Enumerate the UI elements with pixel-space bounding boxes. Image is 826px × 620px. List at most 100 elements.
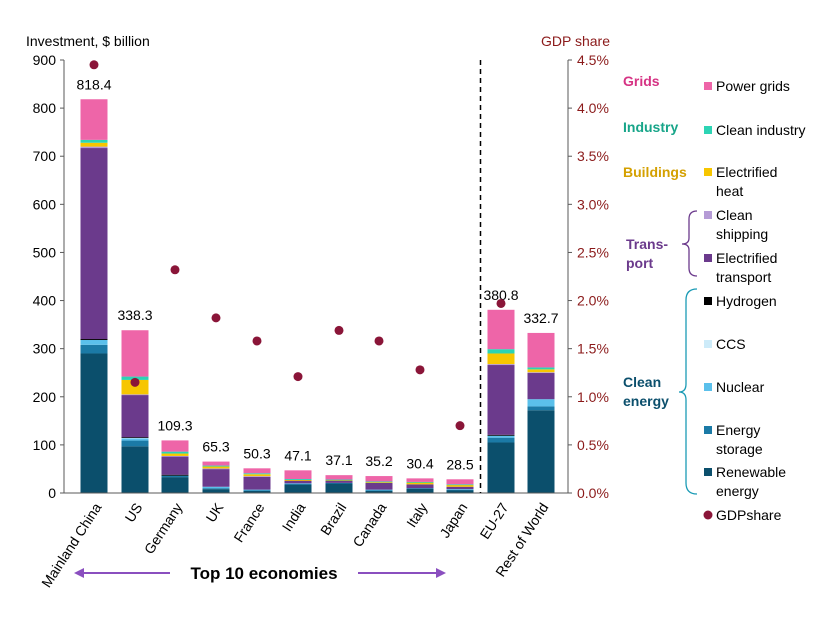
bar-segment-clean-industry: [487, 349, 515, 354]
bar-segment-nuclear: [80, 340, 108, 345]
bar-segment-electrified-heat: [202, 466, 230, 469]
y2-tick-label: 4.0%: [577, 100, 609, 116]
bar-segment-energy-storage: [161, 475, 189, 478]
legend-swatch-renewable-energy: [704, 468, 712, 476]
bar-segment-power-grids: [365, 476, 393, 482]
bar-segment-energy-storage: [325, 482, 353, 484]
bar-segment-electrified-transport: [202, 468, 230, 487]
bar-segment-clean-shipping: [121, 394, 149, 396]
bar-segment-ccs: [121, 437, 149, 439]
legend-group-label: Industry: [623, 119, 678, 135]
gdp-share-point: [170, 265, 180, 275]
legend-swatch-energy-storage: [704, 426, 712, 434]
y2-tick-label: 4.5%: [577, 52, 609, 68]
y-tick-label: 500: [33, 244, 57, 260]
gdp-share-point: [89, 60, 99, 70]
x-category-label: Canada: [349, 500, 389, 550]
bar-segment-nuclear: [243, 489, 271, 491]
bar-segment-renewable-energy: [80, 353, 108, 493]
y2-tick-label: 2.5%: [577, 244, 609, 260]
legend-label: Clean shipping: [716, 207, 768, 242]
y-tick-label: 300: [33, 341, 57, 357]
legend-group-label: Grids: [623, 73, 660, 89]
y-tick-label: 0: [48, 485, 56, 501]
bar-segment-energy-storage: [406, 488, 434, 489]
bar-segment-power-grids: [325, 475, 353, 480]
bar-total-label: 65.3: [202, 439, 229, 455]
bar-segment-nuclear: [446, 489, 474, 490]
legend-gdp-marker: [703, 510, 713, 520]
bar-total-label: 338.3: [117, 307, 152, 323]
gdp-share-point: [211, 313, 221, 323]
bar-segment-clean-industry: [161, 451, 189, 454]
legend-group-label: Clean energy: [623, 374, 669, 409]
x-category-label: Japan: [436, 500, 470, 541]
x-category-label: Mainland China: [38, 500, 105, 590]
bar-segment-energy-storage: [487, 437, 515, 443]
y2-axis-title: GDP share: [541, 33, 610, 49]
gdp-share-point: [415, 365, 425, 375]
bar-segment-renewable-energy: [121, 446, 149, 493]
legend-label: Hydrogen: [716, 293, 777, 309]
bar-segment-power-grids: [121, 330, 149, 377]
bar-segment-electrified-heat: [325, 480, 353, 481]
bar-segment-nuclear: [284, 483, 312, 485]
bar-total-label: 332.7: [523, 310, 558, 326]
x-category-label: France: [230, 500, 267, 545]
bar-segment-clean-industry: [527, 367, 555, 370]
bar-segment-electrified-transport: [487, 365, 515, 435]
bar-segment-power-grids: [446, 479, 474, 485]
bar-segment-nuclear: [527, 399, 555, 407]
bar-segment-electrified-heat: [446, 484, 474, 487]
y2-tick-label: 0.5%: [577, 437, 609, 453]
bar-total-label: 28.5: [446, 456, 473, 472]
legend-label: Electrified transport: [716, 250, 777, 285]
top10-annotation: Top 10 economies: [190, 564, 337, 583]
legend-label: Nuclear: [716, 379, 765, 395]
bar-segment-electrified-transport: [527, 372, 555, 400]
gdp-share-point: [374, 336, 384, 346]
bar-segment-energy-storage: [284, 483, 312, 485]
y-tick-label: 200: [33, 389, 57, 405]
bar-segment-hydrogen: [80, 339, 108, 341]
bar-segment-electrified-transport: [406, 484, 434, 489]
bar-segment-clean-industry: [243, 473, 271, 475]
bar-segment-power-grids: [161, 440, 189, 452]
arrow-right-icon: [436, 568, 446, 578]
bar-segment-electrified-heat: [121, 379, 149, 395]
bar-segment-nuclear: [487, 435, 515, 438]
y-tick-label: 700: [33, 148, 57, 164]
bar-segment-renewable-energy: [527, 410, 555, 493]
y2-tick-label: 1.0%: [577, 389, 609, 405]
legend-label: GDPshare: [716, 507, 782, 523]
bar-segment-clean-shipping: [80, 146, 108, 149]
gdp-share-point: [334, 325, 344, 335]
bar-total-label: 30.4: [406, 455, 433, 471]
bar-segment-energy-storage: [202, 488, 230, 490]
legend-label: Clean industry: [716, 122, 806, 138]
bar-segment-clean-shipping: [527, 372, 555, 374]
x-category-label: Italy: [403, 500, 430, 530]
gdp-share-point: [496, 298, 506, 308]
y-axis-title: Investment, $ billion: [26, 33, 150, 49]
bar-segment-nuclear: [365, 489, 393, 491]
bar-segment-clean-industry: [325, 479, 353, 481]
bar-segment-energy-storage: [243, 490, 271, 491]
bar-segment-electrified-transport: [325, 480, 353, 483]
legend-swatch-clean-shipping: [704, 211, 712, 219]
bar-segment-electrified-heat: [406, 482, 434, 485]
bar-segment-power-grids: [487, 309, 515, 350]
bar-segment-electrified-transport: [284, 480, 312, 484]
bar-segment-power-grids: [527, 332, 555, 368]
bar-segment-energy-storage: [121, 440, 149, 447]
bar-segment-power-grids: [243, 468, 271, 474]
bar-segment-electrified-transport: [161, 456, 189, 475]
bar-segment-electrified-heat: [284, 480, 312, 481]
bar-segment-electrified-heat: [365, 481, 393, 483]
legend-group-label: Trans-port: [626, 236, 668, 271]
bar-segment-nuclear: [121, 438, 149, 441]
bar-total-label: 50.3: [243, 445, 270, 461]
x-category-label: UK: [203, 499, 227, 525]
legend-swatch-hydrogen: [704, 297, 712, 305]
